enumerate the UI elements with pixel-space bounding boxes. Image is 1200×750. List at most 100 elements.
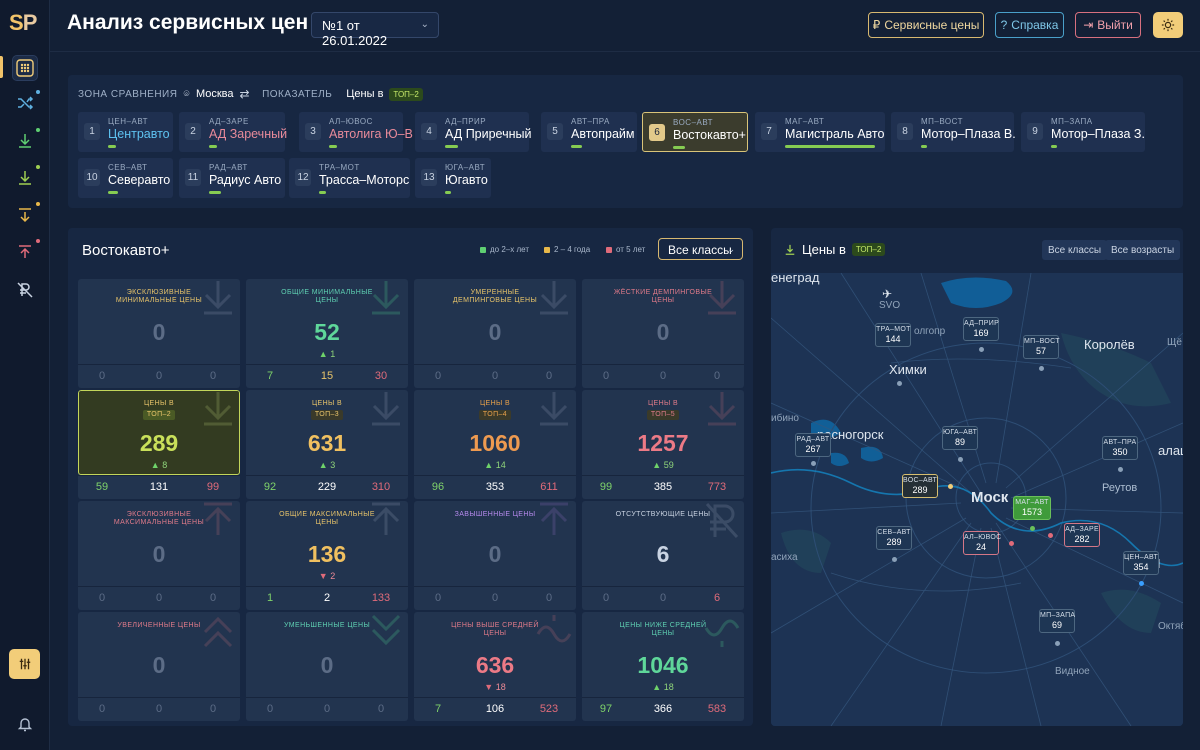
upload-icon[interactable] — [13, 239, 40, 264]
stat-title: ОТСУТСТВУЮЩИЕ ЦЕНЫ — [615, 511, 711, 518]
legend-item: 2 – 4 года — [544, 245, 590, 254]
filter-down-icon[interactable] — [13, 202, 40, 227]
stat-card[interactable]: ЭКСКЛЮЗИВНЫЕ МАКСИМАЛЬНЫЕ ЦЕНЫ 0 0 0 0 — [78, 501, 240, 610]
competitor-chip-13[interactable]: 13 ЮГА–АВТ Югавто — [415, 158, 491, 198]
stat-card[interactable]: ЖЁСТКИЕ ДЕМПИНГОВЫЕ ЦЕНЫ 0 0 0 0 — [582, 279, 744, 388]
stat-card[interactable]: ЦЕНЫ В ТОП–5 1257 ▲ 59 99 385 773 — [582, 390, 744, 499]
map-city-label: Реутов — [1102, 482, 1138, 494]
rank-tag: ТОП–5 — [646, 410, 680, 420]
stat-card[interactable]: ЦЕНЫ НИЖЕ СРЕДНЕЙ ЦЕНЫ 1046 ▲ 18 97 366 … — [582, 612, 744, 721]
class-select[interactable]: Все классы ⌄ — [658, 238, 743, 260]
legend-swatch — [480, 246, 486, 253]
stat-card[interactable]: УВЕЛИЧЕННЫЕ ЦЕНЫ 0 0 0 0 — [78, 612, 240, 721]
stat-card[interactable]: ОБЩИЕ МАКСИМАЛЬНЫЕ ЦЕНЫ 136 ▼ 2 1 2 133 — [246, 501, 408, 610]
change-indicator: ▲ 59 — [652, 460, 674, 470]
triangle-up-icon: ▲ — [150, 460, 160, 470]
theme-toggle-button[interactable] — [1153, 12, 1183, 38]
all-ages-button[interactable]: Все возрасты — [1105, 240, 1181, 260]
divider — [78, 697, 240, 698]
map-marker[interactable]: РАД–АВТ 267 — [795, 433, 831, 457]
indicator-value[interactable]: Цены в — [346, 88, 384, 100]
map-city-label: Химки — [889, 362, 927, 377]
stat-young: 97 — [599, 703, 613, 715]
stat-card[interactable]: ЦЕНЫ ВЫШЕ СРЕДНЕЙ ЦЕНЫ 636 ▼ 18 7 106 52… — [414, 612, 576, 721]
triangle-down-icon: ▼ — [318, 571, 328, 581]
competitor-chip-7[interactable]: 7 МАГ–АВТ Магистраль Авто — [755, 112, 885, 152]
map-marker[interactable]: АВТ–ПРА 350 — [1102, 436, 1138, 460]
ruble-off-icon[interactable] — [13, 278, 37, 302]
competitor-chip-4[interactable]: 4 АД–ПРИР АД Приречный — [415, 112, 531, 152]
stat-card[interactable]: ЦЕНЫ В ТОП–3 631 ▲ 3 92 229 310 — [246, 390, 408, 499]
marker-code: АД–ПРИР — [964, 320, 1000, 327]
map-marker[interactable]: МП–ЗАПА 69 — [1039, 609, 1075, 633]
shuffle-icon[interactable] — [13, 90, 40, 115]
all-classes-button[interactable]: Все классы — [1042, 240, 1108, 260]
triangle-up-icon: ▲ — [318, 460, 328, 470]
download-icon[interactable] — [13, 128, 40, 153]
map-marker[interactable]: МП–ВОСТ 57 — [1023, 335, 1060, 359]
stat-card[interactable]: ОБЩИЕ МИНИМАЛЬНЫЕ ЦЕНЫ 52 ▲ 1 7 15 30 — [246, 279, 408, 388]
stat-card[interactable]: ОТСУТСТВУЮЩИЕ ЦЕНЫ 6 0 0 6 — [582, 501, 744, 610]
legend-swatch — [544, 246, 550, 253]
stat-card[interactable]: УМЕРЕННЫЕ ДЕМПИНГОВЫЕ ЦЕНЫ 0 0 0 0 — [414, 279, 576, 388]
competitor-name: Радиус Авто — [209, 173, 282, 187]
stat-mid: 0 — [491, 592, 499, 604]
map-marker[interactable]: ЦЕН–АВТ 354 — [1123, 551, 1159, 575]
panel-title: Востокавто+ — [82, 242, 170, 259]
competitor-chip-11[interactable]: 11 РАД–АВТ Радиус Авто — [179, 158, 285, 198]
competitor-name: Востокавто+ — [673, 128, 746, 142]
competitor-chip-12[interactable]: 12 ТРА–МОТ Трасса–Моторс — [289, 158, 410, 198]
map-city-label: Видное — [1055, 666, 1090, 677]
sliders-icon[interactable] — [9, 649, 40, 679]
competitor-chip-9[interactable]: 9 МП–ЗАПА Мотор–Плаза З. — [1021, 112, 1145, 152]
stat-card[interactable]: ЗАВЫШЕННЫЕ ЦЕНЫ 0 0 0 0 — [414, 501, 576, 610]
stat-card[interactable]: ЦЕНЫ В ТОП–2 289 ▲ 8 59 131 99 — [78, 390, 240, 499]
map-marker[interactable]: АД–ЗАРЕ 282 — [1064, 523, 1100, 547]
stat-card[interactable]: УМЕНЬШЕННЫЕ ЦЕНЫ 0 0 0 0 — [246, 612, 408, 721]
swap-icon[interactable]: ⇄ — [239, 87, 251, 101]
download-icon-2[interactable] — [13, 165, 40, 190]
help-button[interactable]: ? Справка — [995, 12, 1064, 38]
marker-value: 1573 — [1021, 507, 1043, 517]
competitor-chip-10[interactable]: 10 СЕВ–АВТ Северавто — [78, 158, 173, 198]
stat-value: 0 — [488, 541, 502, 567]
grid-icon[interactable] — [12, 55, 38, 81]
document-select[interactable]: №1 от 26.01.2022 ⌄ — [311, 12, 439, 48]
change-indicator: ▲ 3 — [318, 460, 336, 470]
service-prices-button[interactable]: ₽ Сервисные цены — [868, 12, 984, 38]
chevrons-down-icon — [371, 614, 401, 646]
competitor-chip-8[interactable]: 8 МП–ВОСТ Мотор–Плаза В. — [891, 112, 1016, 152]
map-marker[interactable]: МАГ–АВТ 1573 — [1013, 496, 1051, 520]
logout-button[interactable]: ⇥ Выйти — [1075, 12, 1141, 38]
competitor-chip-6[interactable]: 6 ВОС–АВТ Востокавто+ — [642, 112, 748, 152]
map-marker[interactable]: ЮГА–АВТ 89 — [942, 426, 978, 450]
stat-card[interactable]: ЦЕНЫ В ТОП–4 1060 ▲ 14 96 353 611 — [414, 390, 576, 499]
stat-value: 0 — [152, 652, 166, 678]
stat-card[interactable]: ЭКСКЛЮЗИВНЫЕ МИНИМАЛЬНЫЕ ЦЕНЫ 0 0 0 0 — [78, 279, 240, 388]
moscow-map[interactable]: енеград SVO олгопр Химки Королёв Щё ибино расно… — [771, 273, 1183, 726]
competitor-code: МП–ВОСТ — [921, 117, 964, 126]
map-marker[interactable]: ТРА–МОТ 144 — [875, 323, 911, 347]
competitor-chip-1[interactable]: 1 ЦЕН–АВТ Центравто — [78, 112, 173, 152]
map-marker[interactable]: АЛ–ЮВОС 24 — [963, 531, 1001, 555]
map-city-label: расногорск — [817, 427, 884, 442]
stat-mid: 0 — [323, 703, 331, 715]
arrow-down-icon — [204, 281, 232, 315]
app-logo[interactable]: SP — [9, 10, 37, 35]
competitor-chip-3[interactable]: 3 АЛ–ЮВОС Автолига Ю–В — [299, 112, 413, 152]
competitor-code: ВОС–АВТ — [673, 118, 714, 127]
marker-code: АВТ–ПРА — [1103, 439, 1137, 446]
competitor-name: Магистраль Авто — [785, 127, 885, 141]
zone-value[interactable]: Москва — [195, 88, 234, 100]
map-marker[interactable]: ВОС–АВТ 289 — [902, 474, 938, 498]
bell-icon[interactable] — [13, 712, 37, 736]
marker-code: СЕВ–АВТ — [877, 529, 911, 536]
competitor-bar — [921, 145, 927, 148]
map-city-label: Королёв — [1084, 337, 1135, 352]
map-marker[interactable]: АД–ПРИР 169 — [963, 317, 999, 341]
map-marker[interactable]: СЕВ–АВТ 289 — [876, 526, 912, 550]
marker-code: МАГ–АВТ — [1015, 499, 1049, 506]
competitor-chip-2[interactable]: 2 АД–ЗАРЕ АД Заречный — [179, 112, 287, 152]
competitor-chip-5[interactable]: 5 АВТ–ПРА Автопрайм — [541, 112, 637, 152]
divider — [414, 586, 576, 587]
